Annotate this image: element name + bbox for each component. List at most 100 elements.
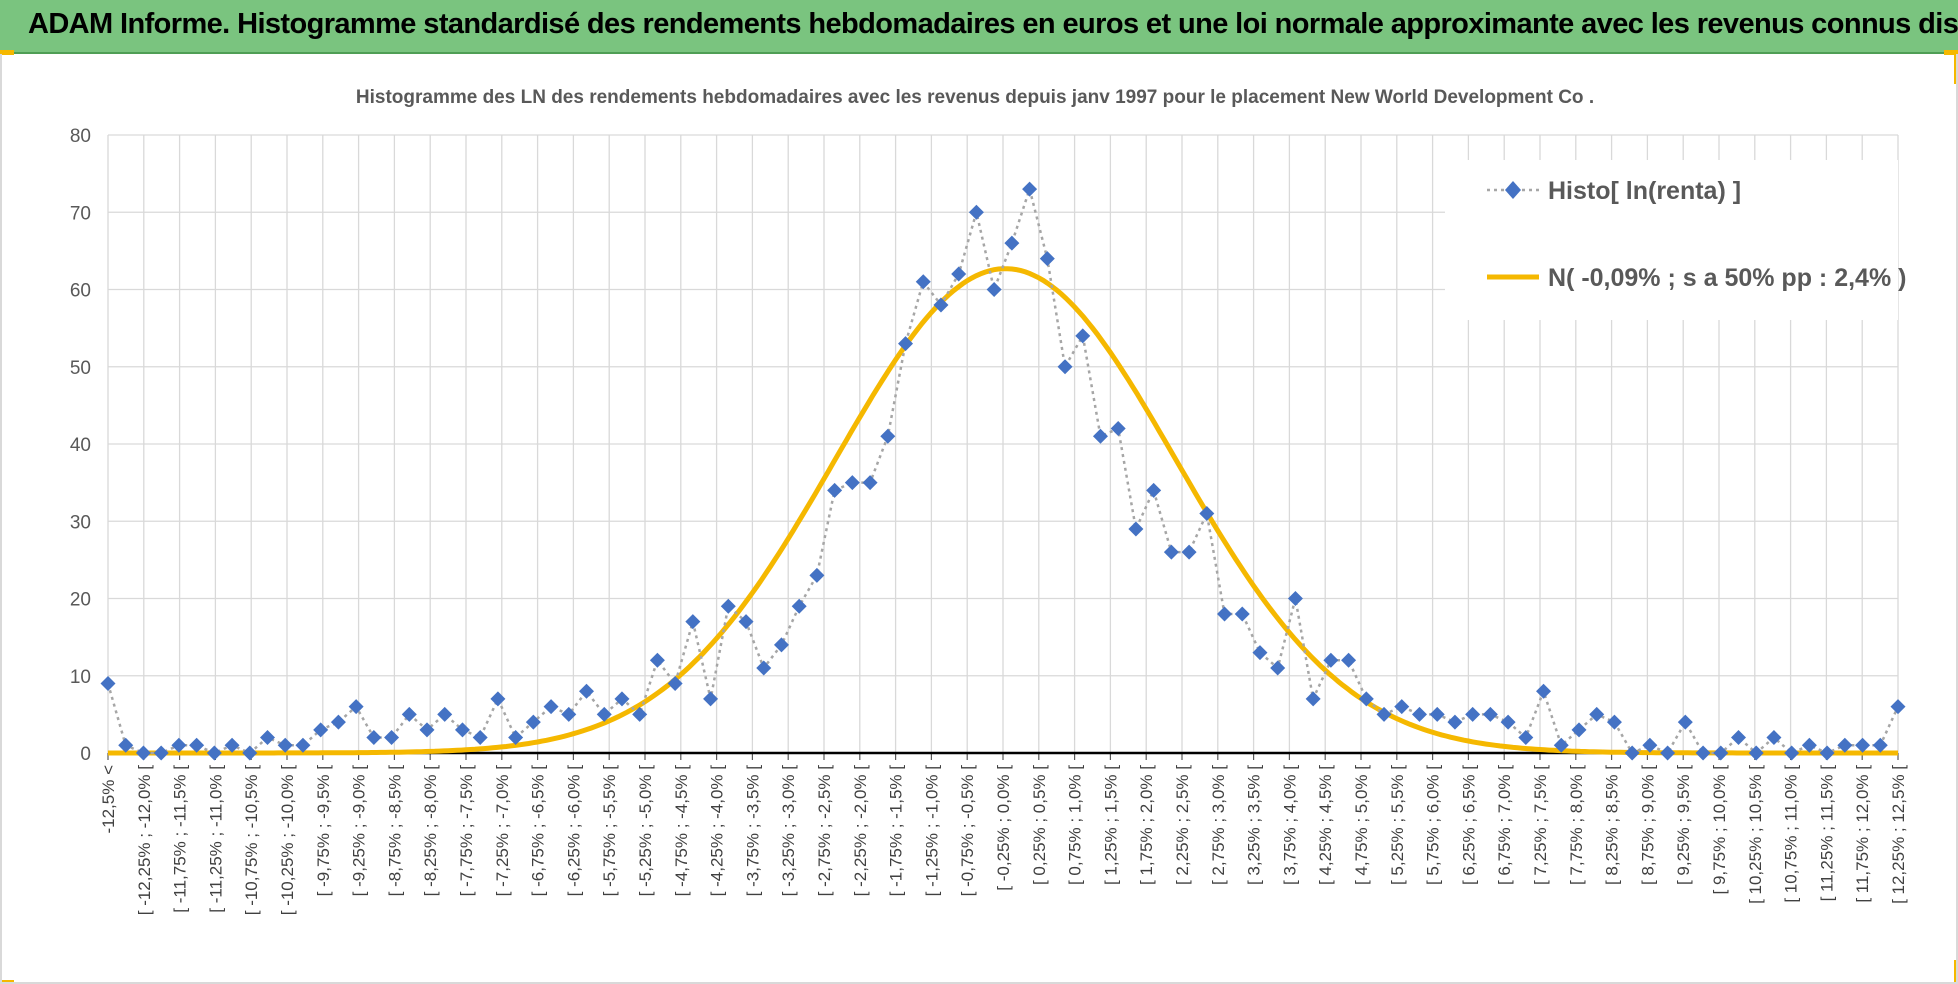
- histogram-point: [898, 336, 914, 352]
- x-tick-label: -12,5% <: [99, 765, 118, 834]
- histogram-point: [1730, 730, 1746, 746]
- y-tick-label: 60: [70, 281, 91, 302]
- histogram-point: [1518, 730, 1534, 746]
- histogram-point: [135, 745, 151, 761]
- histogram-point: [508, 730, 524, 746]
- histogram-point: [118, 737, 134, 753]
- histogram-point: [1447, 714, 1463, 730]
- histogram-point: [1199, 506, 1215, 522]
- histogram-point: [827, 482, 843, 498]
- histogram-point: [1589, 706, 1605, 722]
- histogram-point: [472, 730, 488, 746]
- y-tick-label: 40: [70, 435, 91, 456]
- histogram-point: [1837, 737, 1853, 753]
- histogram-point: [1323, 652, 1339, 668]
- x-tick-label: [ 10,25% ; 10,5% [: [1746, 765, 1765, 904]
- histogram-point: [1287, 591, 1303, 606]
- histogram-point: [1713, 745, 1729, 761]
- histogram-point: [632, 706, 648, 722]
- chart-title: Histogramme des LN des rendements hebdom…: [356, 87, 1594, 108]
- histogram-point: [277, 737, 293, 753]
- legend-normal-label: N( -0,09% ; s a 50% pp : 2,4% ): [1548, 264, 1906, 292]
- normal-curve-line: [108, 266, 1898, 756]
- x-axis: -12,5% < [ -12,25% ; -12,0% [[ -11,75% ; …: [99, 753, 1908, 915]
- y-tick-label: 10: [70, 667, 91, 688]
- x-tick-label: [ -4,25% ; -4,0% [: [708, 765, 727, 897]
- histogram-point: [1695, 745, 1711, 761]
- histogram-point: [295, 737, 311, 753]
- x-tick-label: [ -2,25% ; -2,0% [: [851, 765, 870, 897]
- histogram-point: [437, 706, 453, 722]
- histogram-point: [1394, 699, 1410, 715]
- histogram-point: [844, 475, 860, 491]
- x-tick-label: [ 11,25% ; 11,5% [: [1817, 765, 1836, 902]
- histogram-point: [153, 745, 169, 761]
- y-tick-label: 70: [70, 203, 91, 224]
- histogram-point: [1110, 421, 1126, 437]
- x-tick-label: [ -7,25% ; -7,0% [: [493, 765, 512, 897]
- x-tick-label: [ 10,75% ; 11,0% [: [1782, 765, 1801, 903]
- x-tick-label: [ -2,75% ; -2,5% [: [815, 765, 834, 897]
- histogram-point: [1872, 737, 1888, 753]
- histogram-point: [1660, 745, 1676, 761]
- histogram-point: [419, 722, 435, 738]
- legend-histo-label: Histo[ ln(renta) ]: [1548, 177, 1741, 205]
- chart-frame: [0, 54, 1958, 984]
- histogram-point: [862, 475, 878, 491]
- x-tick-label: [ 11,75% ; 12,0% [: [1853, 765, 1872, 903]
- y-tick-label: 50: [70, 358, 91, 379]
- histogram-point: [260, 730, 276, 746]
- x-tick-label: [ -4,75% ; -4,5% [: [672, 765, 691, 897]
- histogram-point: [614, 691, 630, 707]
- histogram-point: [685, 614, 701, 630]
- histogram-point: [1411, 706, 1427, 722]
- histogram-point: [525, 714, 541, 730]
- x-tick-label: [ -9,25% ; -9,0% [: [350, 765, 369, 897]
- histogram-point: [206, 745, 222, 761]
- histogram-point: [968, 204, 984, 220]
- histogram-point: [1571, 722, 1587, 738]
- x-tick-label: [ 3,25% ; 3,5% [: [1245, 765, 1264, 885]
- x-tick-label: [ 8,25% ; 8,5% [: [1603, 765, 1622, 885]
- histogram-point: [579, 683, 595, 699]
- histogram-point: [1252, 645, 1268, 661]
- x-tick-label: [ 6,25% ; 6,5% [: [1459, 765, 1478, 885]
- histogram-point: [1606, 714, 1622, 730]
- x-tick-label: [ -3,75% ; -3,5% [: [743, 765, 762, 897]
- histogram-point: [791, 598, 807, 614]
- histogram-point: [720, 598, 736, 614]
- histogram-point: [1075, 328, 1091, 344]
- histogram-point: [703, 691, 719, 707]
- histogram-point: [1234, 606, 1250, 622]
- histogram-point: [189, 737, 205, 753]
- x-tick-label: [ -1,25% ; -1,0% [: [922, 765, 941, 897]
- y-tick-label: 80: [70, 126, 91, 147]
- histogram-point: [543, 699, 559, 715]
- x-tick-label: [ 7,75% ; 8,0% [: [1567, 765, 1586, 885]
- x-tick-label: [ 4,75% ; 5,0% [: [1352, 765, 1371, 885]
- x-tick-label: [ -11,75% ; -11,5% [: [171, 765, 190, 913]
- histogram-point: [1146, 482, 1162, 498]
- histogram-point: [490, 691, 506, 707]
- histogram-point: [561, 706, 577, 722]
- histogram-point: [1039, 251, 1055, 267]
- x-tick-label: [ 2,25% ; 2,5% [: [1173, 765, 1192, 885]
- histogram-point: [809, 567, 825, 583]
- histogram-point: [454, 722, 470, 738]
- histogram-point: [1819, 745, 1835, 761]
- x-tick-label: [ 8,75% ; 9,0% [: [1638, 765, 1657, 885]
- y-tick-label: 0: [80, 744, 91, 765]
- histogram-point: [1022, 181, 1038, 197]
- x-tick-label: [ -10,75% ; -10,5% [: [242, 765, 261, 916]
- histogram-point: [915, 274, 931, 290]
- histogram-point: [880, 428, 896, 444]
- x-tick-label: [ 1,75% ; 2,0% [: [1137, 765, 1156, 885]
- x-tick-label: [ 9,25% ; 9,5% [: [1674, 765, 1693, 885]
- x-tick-label: [ -11,25% ; -11,0% [: [206, 765, 225, 913]
- histogram-point: [933, 297, 949, 313]
- x-tick-label: [ 5,25% ; 5,5% [: [1388, 765, 1407, 885]
- x-tick-label: [ -0,75% ; -0,5% [: [958, 765, 977, 897]
- histogram-point: [1305, 691, 1321, 707]
- histogram-point: [242, 745, 258, 761]
- x-tick-label: [ 3,75% ; 4,0% [: [1280, 765, 1299, 885]
